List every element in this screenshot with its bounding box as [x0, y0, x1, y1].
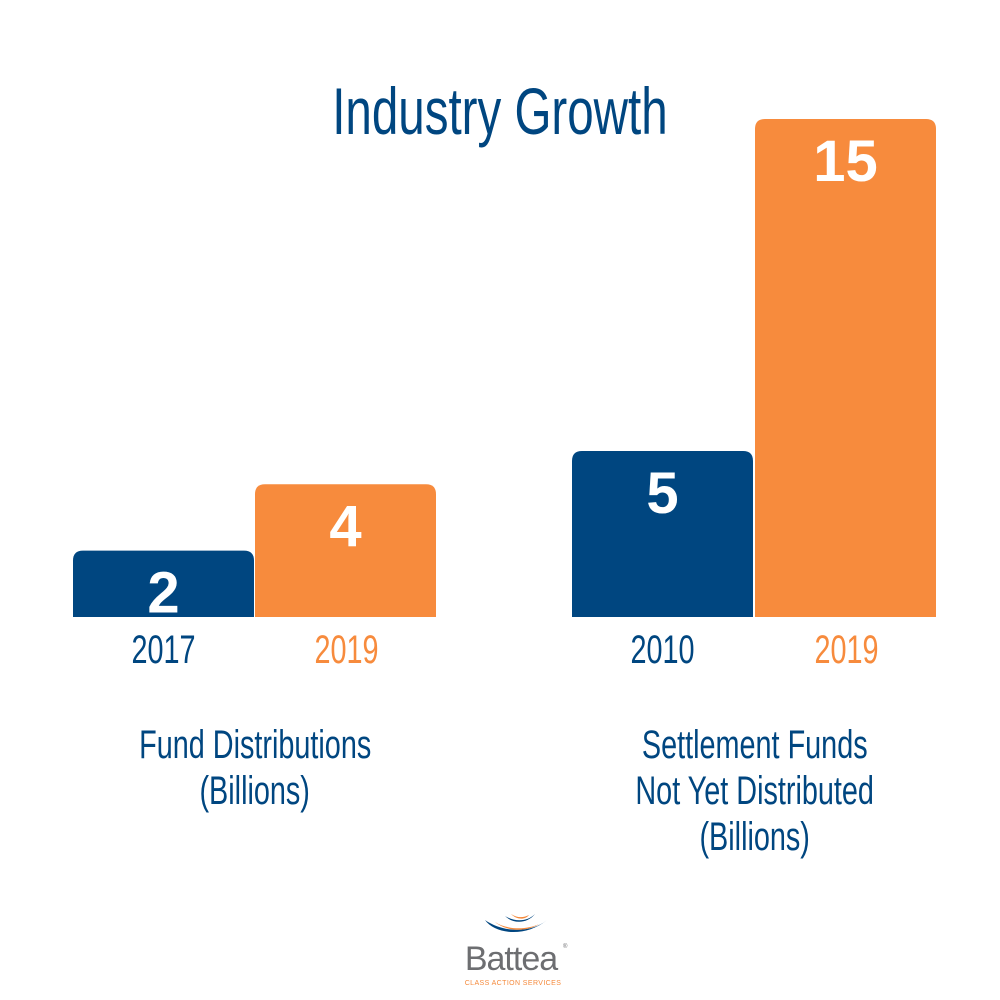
chart-title-text: Industry Growth	[332, 74, 668, 148]
logo-swoosh-icon	[485, 914, 547, 933]
group-label-line: Settlement Funds	[642, 723, 868, 767]
bar-2017	[73, 550, 254, 617]
bar-value-label: 2	[147, 561, 179, 626]
group-label-line: (Billions)	[199, 769, 311, 813]
category-label-text: 2019	[313, 628, 379, 672]
logo-tagline: CLASS ACTION SERVICES	[464, 980, 562, 987]
bar-value-label: 15	[813, 129, 878, 194]
category-label: 2010	[562, 630, 762, 670]
category-label-text: 2019	[813, 628, 879, 672]
logo-wordmark: Battea	[464, 940, 558, 978]
category-label: 2017	[63, 630, 263, 670]
group-label-line: Not Yet Distributed	[635, 769, 875, 813]
bar-2019	[755, 119, 936, 617]
bar-value-label: 4	[329, 494, 361, 559]
battea-logo: Battea ® CLASS ACTION SERVICES	[455, 912, 571, 992]
bar-2010	[572, 451, 753, 617]
bar-2019	[255, 484, 436, 617]
logo-registered-mark: ®	[563, 944, 568, 950]
bar-value-label: 5	[646, 461, 678, 526]
category-label: 2019	[246, 630, 446, 670]
group-label-line: (Billions)	[699, 815, 811, 859]
group-label-line: Fund Distributions	[138, 723, 372, 767]
group-label-fund-distributions: Fund Distributions (Billions)	[55, 722, 455, 814]
chart-title: Industry Growth	[0, 78, 1000, 144]
category-label-text: 2017	[130, 628, 196, 672]
group-label-settlement-funds: Settlement Funds Not Yet Distributed (Bi…	[555, 722, 955, 860]
category-label-text: 2010	[629, 628, 695, 672]
category-label: 2019	[746, 630, 946, 670]
